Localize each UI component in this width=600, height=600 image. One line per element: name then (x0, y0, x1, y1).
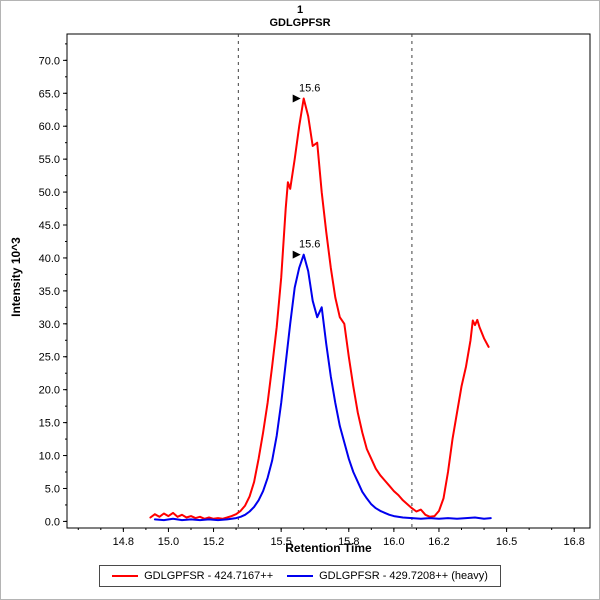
peak-rt-annotation: 15.6 (299, 83, 320, 95)
x-tick-label: 16.0 (383, 536, 404, 548)
y-tick-label: 25.0 (39, 352, 60, 364)
y-tick-label: 50.0 (39, 187, 60, 199)
x-axis-label: Retention Time (285, 541, 372, 555)
x-tick-label: 14.8 (113, 536, 134, 548)
legend-row: GDLGPFSR - 424.7167++ GDLGPFSR - 429.7208… (1, 565, 599, 587)
x-tick-label: 16.2 (428, 536, 449, 548)
peak-rt-annotation: 15.6 (299, 239, 320, 251)
x-tick-label: 15.8 (338, 536, 359, 548)
y-tick-label: 15.0 (39, 418, 60, 430)
y-tick-label: 45.0 (39, 220, 60, 232)
y-axis: 0.0 5.0 10.0 15.0 20.0 25.0 30.0 35.0 40.0 45.0 50… (39, 43, 67, 528)
x-tick-label: 15.2 (203, 536, 224, 548)
legend-item-0: GDLGPFSR - 424.7167++ (112, 570, 273, 582)
chromatogram-trace-1 (153, 253, 492, 522)
chart-title-replicate: 1 (296, 4, 304, 16)
y-tick-label: 65.0 (39, 88, 60, 100)
legend-label: GDLGPFSR - 424.7167++ (144, 570, 274, 582)
plot-border (66, 33, 591, 529)
chromatogram-trace-0 (149, 97, 490, 520)
y-tick-label: 10.0 (39, 451, 60, 463)
y-tick-label: 5.0 (45, 483, 60, 495)
legend-box: GDLGPFSR - 424.7167++ GDLGPFSR - 429.7208… (99, 565, 501, 587)
y-tick-label: 30.0 (39, 319, 60, 331)
legend-label: GDLGPFSR - 429.7208++ (heavy) (319, 570, 488, 582)
y-axis-label: Intensity 10^3 (9, 237, 23, 317)
y-tick-label: 70.0 (39, 55, 60, 67)
y-tick-label: 20.0 (39, 385, 60, 397)
y-tick-label: 60.0 (39, 121, 60, 133)
x-tick-label: 16.8 (564, 536, 585, 548)
legend-line-swatch-icon (112, 575, 139, 577)
y-tick-label: 35.0 (39, 286, 60, 298)
legend-line-swatch-icon (287, 575, 314, 577)
x-tick-label: 16.5 (496, 536, 517, 548)
legend-item-1: GDLGPFSR - 429.7208++ (heavy) (287, 570, 488, 582)
y-tick-label: 55.0 (39, 154, 60, 166)
peak-apex-arrow-icon (292, 250, 301, 259)
y-tick-label: 0.0 (45, 516, 60, 528)
peak-apex-arrow-icon (292, 94, 301, 103)
x-axis: 14.8 15.0 15.2 15.5 15.8 16.0 16.2 16.5 16.8 (77, 528, 585, 548)
x-tick-label: 15.5 (270, 536, 291, 548)
y-tick-label: 40.0 (39, 253, 60, 265)
x-tick-label: 15.0 (158, 536, 179, 548)
chart-title-peptide: GDLGPFSR (269, 17, 331, 29)
